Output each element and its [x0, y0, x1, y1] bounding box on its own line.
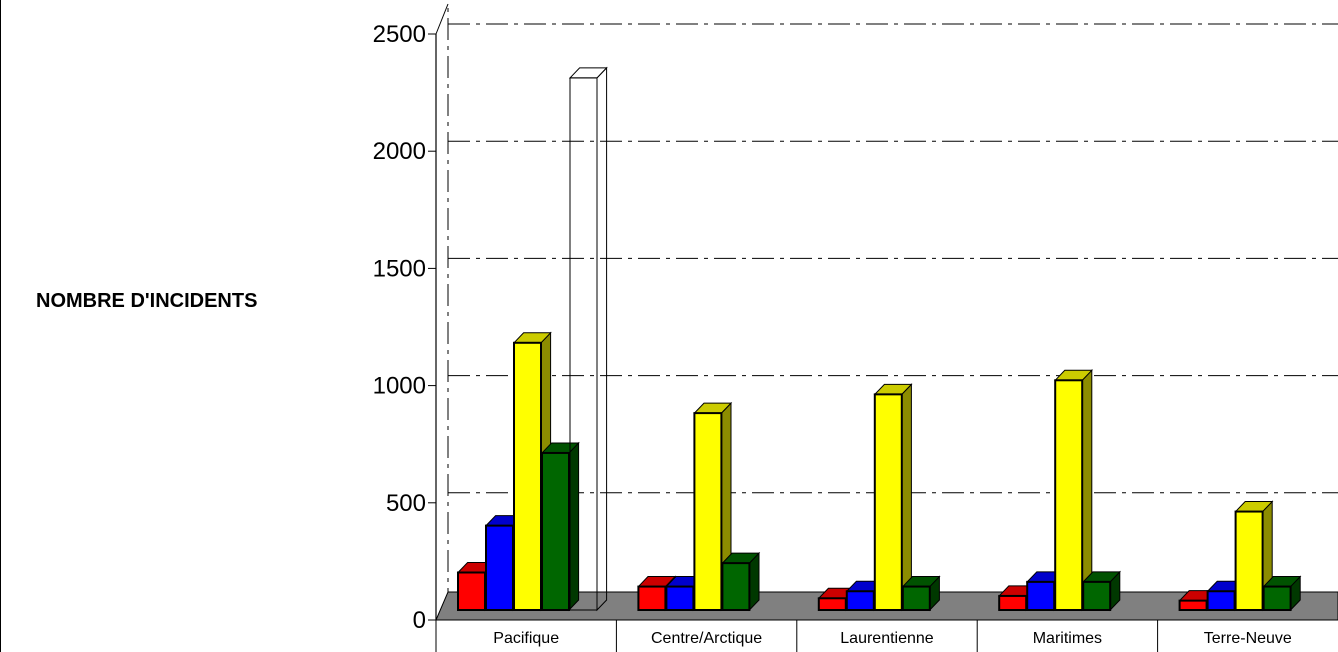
y-tick-label: 2000 [373, 138, 426, 165]
y-tick-label: 1000 [373, 373, 426, 400]
bar-front [1206, 590, 1236, 611]
y-axis-label: NOMBRE D'INCIDENTS [36, 290, 258, 312]
gridlines [447, 6, 1338, 610]
bar-top [568, 67, 608, 79]
bar [1054, 369, 1093, 612]
bar-front [1026, 580, 1056, 612]
bar-front [693, 412, 723, 611]
bar [901, 575, 941, 612]
bar-front [637, 585, 667, 611]
bar-front [901, 585, 931, 611]
bar [540, 441, 580, 612]
y-tick-label: 0 [413, 607, 426, 634]
bar-front [873, 393, 903, 611]
bar-front [569, 77, 598, 611]
bar [721, 551, 761, 612]
y-axis-depth [435, 3, 449, 35]
y-tick-label: 500 [386, 490, 426, 517]
bar [1082, 570, 1121, 612]
x-tick-label: Maritimes [1033, 630, 1102, 647]
bar-side [596, 66, 608, 612]
bar [512, 331, 552, 612]
bar-front [457, 571, 486, 611]
bar-front [721, 562, 751, 611]
bar-front [1082, 580, 1112, 612]
bar-front [513, 341, 542, 611]
bar-front [1178, 599, 1208, 612]
x-tick-label: Pacifique [493, 630, 559, 647]
x-tick-label: Laurentienne [840, 630, 934, 647]
bar [873, 383, 913, 612]
bar-front [845, 590, 875, 611]
bar-front [665, 585, 695, 611]
bar [568, 66, 608, 612]
bar-front [998, 594, 1028, 611]
bar-side [901, 383, 912, 612]
bar-front [1234, 510, 1264, 611]
x-axis: Pacifique Centre/Arctique Laurentienne Mari… [435, 619, 1338, 652]
bar [1262, 575, 1302, 612]
bar-front [1054, 379, 1084, 611]
x-tick-label: Centre/Arctique [651, 630, 762, 647]
y-axis: 0 500 1000 1500 2000 2500 [373, 3, 449, 634]
bar [1234, 500, 1274, 612]
y-tick-label: 2500 [373, 21, 426, 48]
bars [456, 66, 1302, 612]
x-tick-label: Terre-Neuve [1204, 630, 1292, 647]
bar-front [485, 524, 514, 612]
bar-front [541, 451, 570, 611]
bar-front [817, 597, 847, 612]
y-tick-label: 1500 [373, 255, 426, 282]
bar-front [1262, 585, 1292, 611]
